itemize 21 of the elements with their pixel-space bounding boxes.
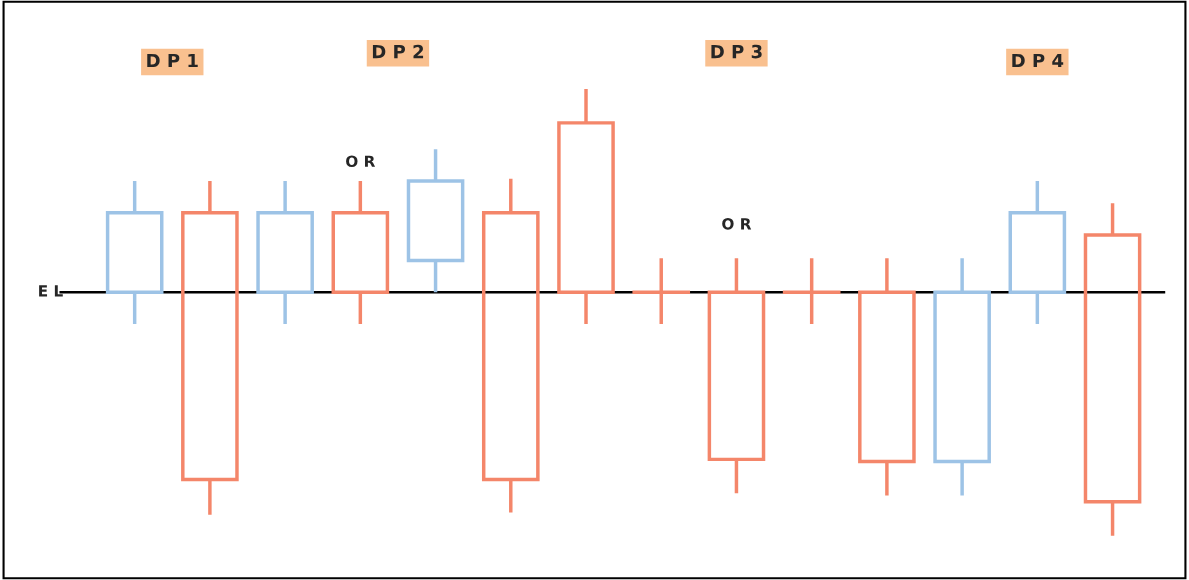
candlestick (933, 258, 991, 496)
candlestick (181, 180, 239, 515)
candlestick (707, 258, 766, 494)
text: D P 4 (1012, 53, 1064, 68)
text: D P 1 (147, 53, 198, 68)
text: D P 2 (372, 44, 424, 59)
candlestick (105, 180, 164, 324)
candlestick (557, 88, 615, 324)
candlestick (406, 149, 465, 293)
candlestick (858, 258, 916, 496)
candlestick (256, 180, 314, 324)
annotation: O R (346, 155, 376, 168)
text: D P 3 (711, 44, 762, 59)
candlestick (1008, 180, 1067, 324)
candlestick (1083, 203, 1142, 536)
candlestick (632, 258, 691, 324)
ref-line-label: E L (39, 285, 63, 297)
annotation: O R (722, 218, 752, 230)
candlestick (782, 258, 841, 324)
candlestick (481, 178, 540, 513)
candlestick (331, 180, 390, 324)
